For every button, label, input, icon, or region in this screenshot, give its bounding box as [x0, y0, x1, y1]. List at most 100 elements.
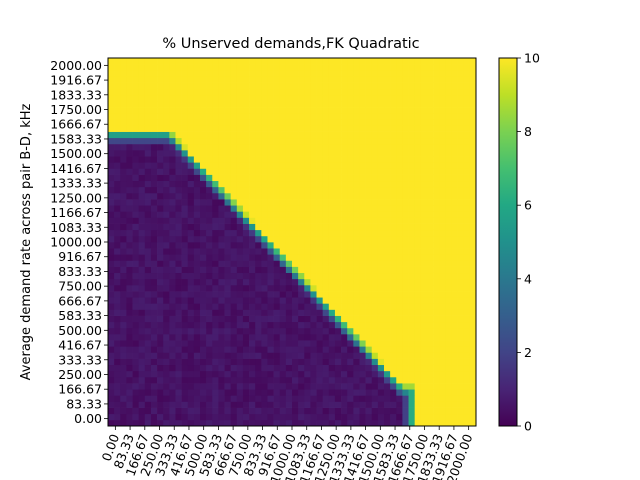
- heatmap-cell: [242, 150, 250, 157]
- heatmap-cell: [328, 156, 336, 163]
- heatmap-cell: [175, 352, 182, 359]
- heatmap-cell: [310, 401, 317, 408]
- heatmap-cell: [334, 278, 342, 286]
- heatmap-cell: [292, 242, 299, 249]
- heatmap-cell: [341, 70, 348, 77]
- heatmap-cell: [114, 174, 121, 182]
- heatmap-cell: [230, 419, 238, 427]
- heatmap-cell: [420, 260, 428, 267]
- heatmap-cells: [108, 58, 477, 427]
- heatmap-cell: [163, 217, 170, 224]
- heatmap-cell: [181, 76, 189, 83]
- heatmap-cell: [242, 162, 250, 169]
- heatmap-cell: [108, 192, 115, 200]
- heatmap-cell: [150, 229, 158, 237]
- heatmap-cell: [242, 254, 250, 261]
- heatmap-cell: [120, 156, 127, 163]
- heatmap-cell: [218, 217, 225, 224]
- heatmap-cell: [175, 58, 182, 65]
- heatmap-cell: [426, 407, 434, 415]
- heatmap-cell: [365, 254, 373, 261]
- heatmap-cell: [414, 376, 422, 384]
- heatmap-cell: [402, 254, 409, 261]
- heatmap-cell: [273, 125, 281, 132]
- heatmap-cell: [138, 235, 146, 243]
- heatmap-cell: [292, 419, 299, 427]
- heatmap-cell: [371, 223, 379, 231]
- heatmap-cell: [347, 162, 354, 169]
- heatmap-cell: [267, 389, 274, 396]
- heatmap-cell: [249, 383, 256, 390]
- heatmap-cell: [463, 395, 471, 402]
- heatmap-cell: [163, 150, 170, 157]
- heatmap-cell: [267, 143, 274, 151]
- heatmap-cell: [261, 125, 268, 132]
- heatmap-cell: [414, 211, 422, 218]
- heatmap-cell: [396, 297, 403, 304]
- heatmap-cell: [433, 156, 440, 163]
- heatmap-cell: [163, 205, 170, 212]
- heatmap-cell: [114, 70, 121, 77]
- heatmap-cell: [353, 334, 360, 341]
- heatmap-cell: [255, 309, 262, 316]
- heatmap-cell: [463, 58, 471, 65]
- heatmap-cell: [371, 407, 379, 415]
- heatmap-cell: [181, 205, 189, 212]
- heatmap-cell: [206, 395, 213, 402]
- heatmap-cell: [292, 278, 299, 286]
- heatmap-cell: [445, 88, 452, 96]
- heatmap-cell: [114, 278, 121, 286]
- heatmap-cell: [108, 407, 115, 415]
- heatmap-cell: [108, 100, 115, 108]
- heatmap-cell: [445, 82, 452, 90]
- heatmap-cell: [402, 383, 409, 390]
- heatmap-cell: [469, 401, 477, 408]
- heatmap-cell: [132, 100, 140, 108]
- heatmap-cell: [175, 156, 182, 163]
- heatmap-cell: [433, 309, 440, 316]
- heatmap-cell: [114, 100, 121, 108]
- heatmap-cell: [224, 199, 232, 206]
- heatmap-cell: [242, 407, 250, 415]
- heatmap-cell: [212, 150, 219, 157]
- heatmap-cell: [402, 168, 409, 175]
- heatmap-cell: [144, 297, 152, 304]
- heatmap-cell: [433, 131, 440, 139]
- heatmap-cell: [469, 315, 477, 323]
- heatmap-cell: [242, 205, 250, 212]
- heatmap-cell: [285, 303, 293, 310]
- heatmap-cell: [218, 192, 225, 200]
- heatmap-cell: [457, 254, 465, 261]
- heatmap-cell: [285, 217, 293, 224]
- heatmap-cell: [181, 199, 189, 206]
- heatmap-cell: [463, 254, 471, 261]
- y-tick-label: 83.33: [66, 396, 102, 411]
- heatmap-cell: [126, 156, 133, 163]
- heatmap-cell: [402, 395, 409, 402]
- heatmap-cell: [120, 419, 127, 427]
- heatmap-cell: [193, 303, 201, 310]
- heatmap-cell: [132, 389, 140, 396]
- heatmap-cell: [218, 284, 225, 292]
- heatmap-cell: [144, 223, 152, 231]
- heatmap-cell: [408, 284, 416, 292]
- heatmap-cell: [439, 413, 446, 421]
- heatmap-cell: [200, 217, 207, 224]
- heatmap-cell: [132, 334, 140, 341]
- heatmap-cell: [108, 315, 115, 323]
- heatmap-cell: [157, 76, 164, 83]
- heatmap-cell: [144, 174, 152, 182]
- heatmap-cell: [322, 82, 330, 90]
- heatmap-cell: [371, 315, 379, 323]
- heatmap-cell: [212, 321, 219, 329]
- heatmap-cell: [206, 58, 213, 65]
- heatmap-cell: [365, 309, 373, 316]
- heatmap-cell: [126, 143, 133, 151]
- heatmap-cell: [414, 156, 422, 163]
- heatmap-cell: [157, 303, 164, 310]
- heatmap-cell: [420, 248, 428, 255]
- heatmap-cell: [132, 383, 140, 390]
- heatmap-cell: [242, 260, 250, 267]
- heatmap-cell: [334, 137, 342, 145]
- heatmap-cell: [108, 401, 115, 408]
